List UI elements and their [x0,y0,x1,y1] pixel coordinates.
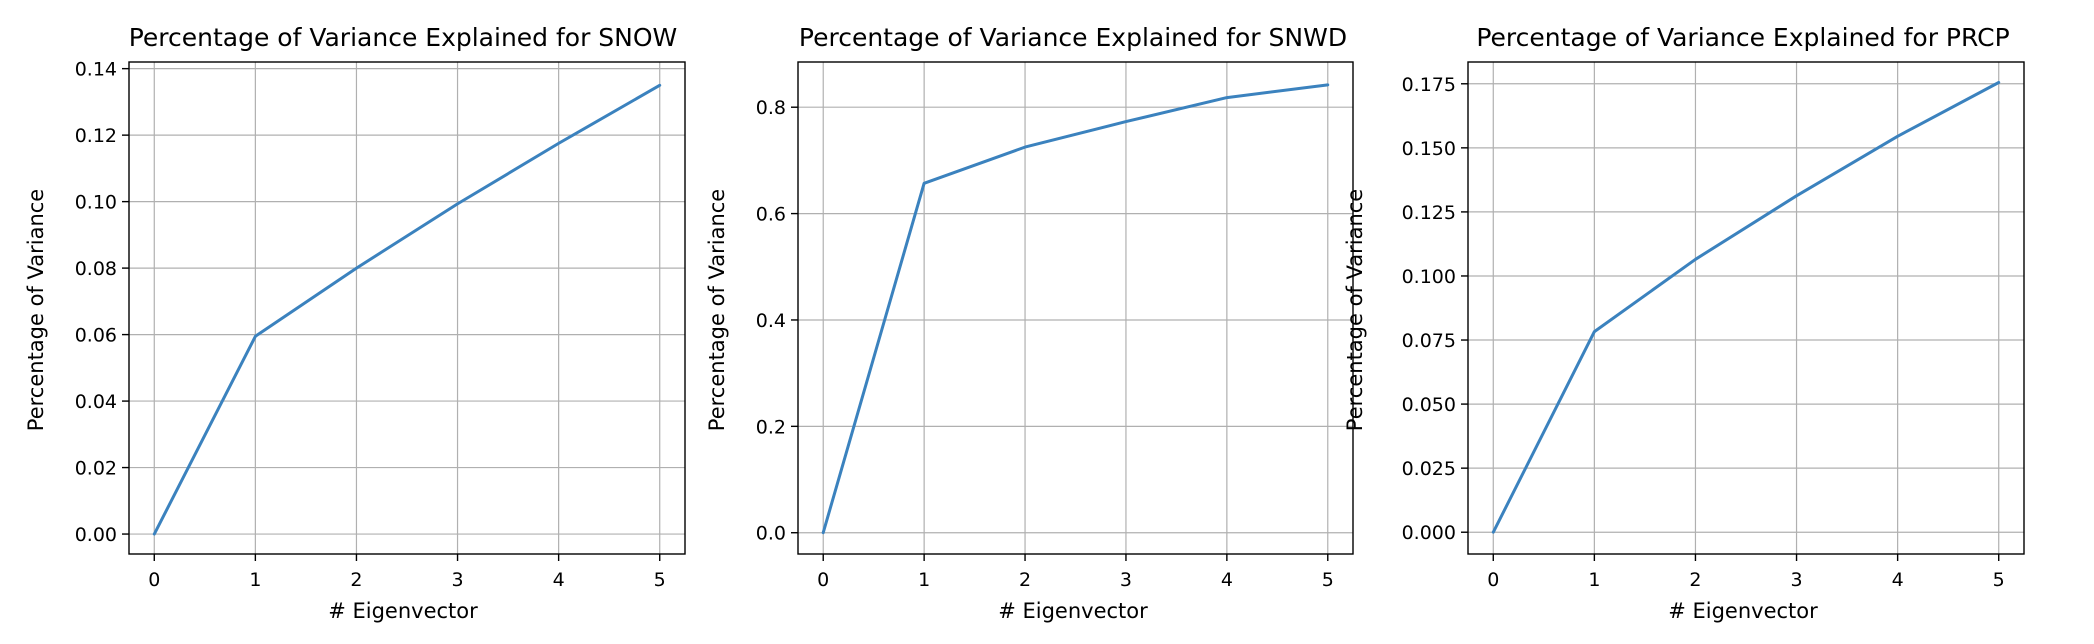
plot-frame [1467,61,2025,555]
y-axis-label: Percentage of Variance [24,189,48,431]
y-tick-label: 0.050 [1402,394,1456,416]
y-tick-label: 0.08 [75,258,117,280]
y-tick-label: 0.025 [1402,458,1456,480]
y-tick-label: 0.4 [756,310,786,332]
chart-snow: Percentage of Variance Explained for SNO… [24,23,686,623]
y-tick-label: 0.12 [75,125,117,147]
y-tick-label: 0.150 [1402,138,1456,160]
grid-lines [1468,62,2024,554]
y-tick-label: 0.175 [1402,74,1456,96]
x-tick-label: 1 [918,569,930,591]
y-tick-label: 0.100 [1402,266,1456,288]
x-axis-label: # Eigenvector [328,599,478,623]
y-tick-label: 0.06 [75,325,117,347]
y-tick-label: 0.00 [75,524,117,546]
chart-title: Percentage of Variance Explained for SNW… [799,23,1347,52]
x-tick-label: 2 [1019,569,1031,591]
y-tick-label: 0.10 [75,192,117,214]
x-tick-label: 4 [1221,569,1233,591]
x-tick-label: 5 [654,569,666,591]
y-axis-label: Percentage of Variance [1343,189,1367,431]
y-tick-label: 0.0 [756,523,786,545]
y-tick-label: 0.02 [75,458,117,480]
series-line [821,83,1330,535]
grid-lines [129,62,685,554]
y-tick-label: 0.2 [756,416,786,438]
x-tick-label: 3 [1120,569,1132,591]
x-tick-label: 3 [451,569,463,591]
series-line [152,83,662,536]
x-tick-label: 3 [1790,569,1802,591]
y-tick-label: 0.04 [75,391,117,413]
x-tick-label: 1 [249,569,261,591]
x-tick-label: 1 [1588,569,1600,591]
grid-lines [798,62,1353,554]
x-tick-label: 5 [1993,569,2005,591]
x-axis-label: # Eigenvector [1668,599,1818,623]
x-tick-label: 0 [148,569,160,591]
x-tick-label: 0 [1487,569,1499,591]
y-tick-label: 0.000 [1402,522,1456,544]
y-tick-label: 0.6 [756,204,786,226]
chart-snwd: Percentage of Variance Explained for SNW… [705,23,1354,623]
plot-frame [128,61,686,555]
x-tick-label: 4 [553,569,565,591]
y-tick-label: 0.14 [75,59,117,81]
x-tick-label: 4 [1892,569,1904,591]
series-line [1491,81,2001,534]
chart-title: Percentage of Variance Explained for PRC… [1476,23,2009,52]
x-tick-label: 5 [1322,569,1334,591]
y-axis-label: Percentage of Variance [705,189,729,431]
chart-prcp: Percentage of Variance Explained for PRC… [1343,23,2025,623]
y-tick-label: 0.8 [756,97,786,119]
x-tick-label: 2 [350,569,362,591]
plot-frame [797,61,1354,555]
y-tick-label: 0.125 [1402,202,1456,224]
chart-title: Percentage of Variance Explained for SNO… [129,23,678,52]
x-axis-label: # Eigenvector [998,599,1148,623]
y-tick-label: 0.075 [1402,330,1456,352]
x-tick-label: 0 [817,569,829,591]
x-tick-label: 2 [1689,569,1701,591]
